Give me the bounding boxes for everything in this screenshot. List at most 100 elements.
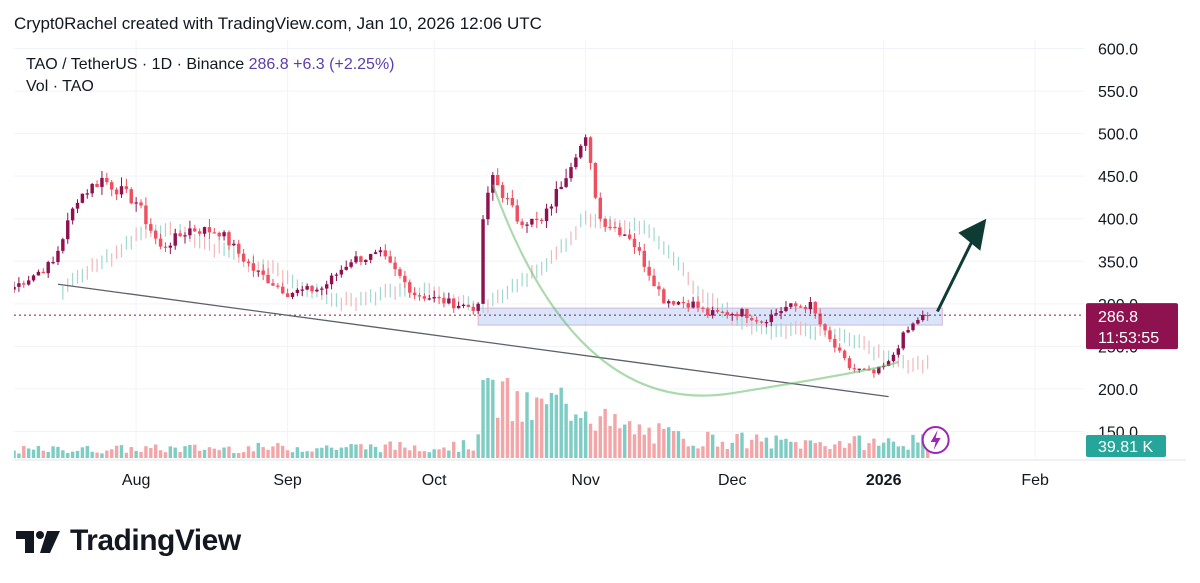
price-tag-bg <box>1086 303 1178 350</box>
candle-body <box>22 283 26 285</box>
candle-body <box>359 256 363 263</box>
candle-body <box>315 289 319 292</box>
volume-bar <box>525 392 529 458</box>
candle-body <box>735 314 739 317</box>
candle-body <box>168 245 173 248</box>
volume-bar <box>398 442 402 458</box>
tradingview-logo: TradingView <box>14 524 241 558</box>
tradingview-logo-icon <box>16 531 60 553</box>
candle-body <box>281 286 285 294</box>
candle-body <box>119 186 124 195</box>
volume-bar <box>422 451 427 458</box>
volume-bar <box>891 441 896 458</box>
candle-body <box>144 205 148 225</box>
volume-bar <box>618 428 622 458</box>
volume-bar <box>686 446 690 458</box>
candle-body <box>251 263 256 271</box>
volume-bar <box>105 450 109 458</box>
volume-bar <box>212 448 217 458</box>
candle-body <box>241 253 246 262</box>
candle-body <box>339 269 344 275</box>
price-chart[interactable]: 600.0550.0500.0450.0400.0350.0300.0250.0… <box>12 40 1186 498</box>
volume-bar <box>261 447 265 458</box>
candle-body <box>378 250 383 253</box>
volume-bar <box>867 443 871 458</box>
volume-bar <box>466 449 471 458</box>
candle-body <box>681 301 686 304</box>
volume-bar <box>588 423 593 458</box>
volume-bar <box>671 430 676 458</box>
candle-body <box>158 238 163 247</box>
candle-body <box>197 231 202 234</box>
volume-bar <box>56 446 60 458</box>
volume-bar <box>701 446 705 458</box>
candle-body <box>300 289 304 291</box>
y-tick-label: 400.0 <box>1098 212 1138 229</box>
candle-body <box>134 202 138 204</box>
volume-bar <box>837 441 842 458</box>
volume-bar <box>613 414 617 458</box>
candle-body <box>295 289 300 293</box>
volume-bar <box>608 425 612 458</box>
volume-bar <box>134 450 138 458</box>
volume-bar <box>368 444 373 458</box>
x-tick-label: Dec <box>718 472 746 489</box>
candle-body <box>525 224 529 226</box>
volume-bar <box>877 445 881 458</box>
volume-bar <box>26 448 31 458</box>
volume-bar <box>100 453 104 458</box>
candle-body <box>818 313 822 325</box>
volume-bar <box>769 448 774 458</box>
volume-bar <box>515 391 519 458</box>
candle-body <box>461 304 466 306</box>
volume-bar <box>520 421 524 458</box>
candle-body <box>285 293 290 297</box>
volume-bar <box>324 445 329 458</box>
volume-bar <box>569 420 573 458</box>
x-tick-label: Aug <box>122 472 150 489</box>
candle-body <box>12 286 16 290</box>
candle-body <box>842 350 847 359</box>
volume-bar <box>359 444 363 458</box>
volume-bars <box>12 378 930 458</box>
volume-bar <box>745 448 749 458</box>
candle-body <box>647 266 651 276</box>
candle-body <box>579 145 583 158</box>
volume-bar <box>710 434 715 458</box>
volume-bar <box>70 451 75 458</box>
candle-body <box>583 137 588 146</box>
candle-body <box>26 280 31 285</box>
y-tick-label: 200.0 <box>1098 382 1138 399</box>
candlesticks <box>12 134 930 378</box>
volume-bar <box>896 446 901 458</box>
candle-body <box>476 303 480 311</box>
volume-bar <box>750 439 754 458</box>
candle-body <box>422 296 427 299</box>
volume-bar <box>241 452 246 458</box>
volume-bar <box>691 445 695 458</box>
candle-body <box>393 262 397 270</box>
candle-body <box>212 232 217 234</box>
candle-body <box>349 262 353 267</box>
header-attribution: Crypt0Rachel created with TradingView.co… <box>14 14 542 33</box>
drawing-annotations <box>14 184 1084 398</box>
candle-body <box>657 286 661 290</box>
volume-bar <box>486 378 490 458</box>
volume-bar <box>911 434 915 458</box>
candle-body <box>925 314 930 317</box>
candle-body <box>598 197 603 219</box>
candle-body <box>324 284 329 289</box>
volume-bar <box>144 446 148 458</box>
volume-bar <box>539 398 544 458</box>
candle-body <box>730 314 734 316</box>
candle-body <box>222 232 226 237</box>
candle-body <box>70 208 75 221</box>
candle-body <box>828 330 832 340</box>
volume-bar <box>779 439 783 458</box>
volume-bar <box>681 438 686 458</box>
volume-bar <box>813 443 817 458</box>
candle-body <box>100 177 104 187</box>
chart-svg[interactable]: 600.0550.0500.0450.0400.0350.0300.0250.0… <box>12 40 1186 498</box>
candle-body <box>618 227 622 236</box>
candle-body <box>637 247 642 251</box>
